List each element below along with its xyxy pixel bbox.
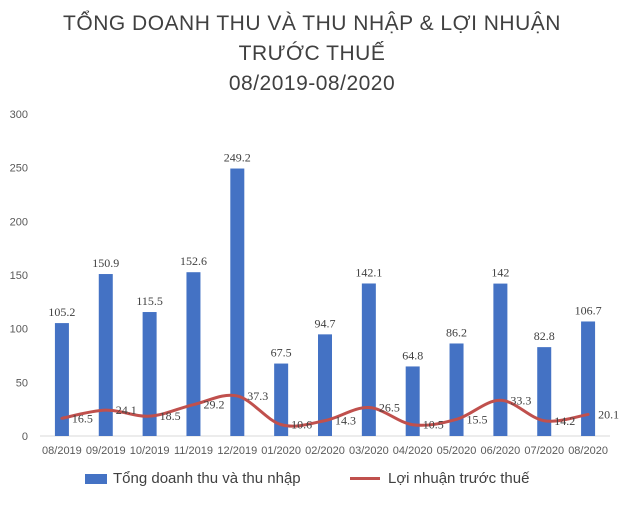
x-tick-label: 04/2020 <box>393 445 433 457</box>
y-tick-label: 200 <box>10 216 28 228</box>
profit-line <box>60 393 590 428</box>
x-tick-label: 02/2020 <box>305 445 345 457</box>
legend-label-revenue: Tổng doanh thu và thu nhập <box>113 470 301 487</box>
x-tick-label: 11/2019 <box>174 445 213 457</box>
bar <box>493 283 508 436</box>
legend-swatch-revenue <box>85 473 107 484</box>
line-data-label: 20.1 <box>598 407 619 421</box>
y-tick-label: 150 <box>10 270 28 282</box>
chart-legend: Tổng doanh thu và thu nhập Lợi nhuận trư… <box>0 470 624 494</box>
bar <box>54 323 69 436</box>
bar <box>405 366 420 436</box>
chart-title-line-1: TỔNG DOANH THU VÀ THU NHẬP & LỢI NHUẬN <box>63 12 561 35</box>
y-tick-label: 50 <box>16 377 28 389</box>
line-data-label: 24.1 <box>116 403 137 417</box>
bar-data-label: 142.1 <box>355 265 382 279</box>
bar-data-label: 94.7 <box>315 316 336 330</box>
x-tick-label: 05/2020 <box>437 445 477 457</box>
bar-data-label: 86.2 <box>446 325 467 339</box>
legend-item-revenue: Tổng doanh thu và thu nhập <box>85 470 301 487</box>
x-tick-label: 07/2020 <box>524 445 564 457</box>
bar-data-label: 249.2 <box>224 151 251 165</box>
legend-label-profit: Lợi nhuận trước thuế <box>388 470 530 487</box>
bar-data-label: 105.2 <box>48 305 75 319</box>
line-data-label: 26.5 <box>379 401 400 415</box>
bar <box>581 321 596 436</box>
legend-swatch-profit <box>350 477 380 480</box>
bar-data-label: 82.8 <box>534 329 555 343</box>
line-data-label: 29.2 <box>203 398 224 412</box>
bar <box>98 274 113 436</box>
x-tick-label: 12/2019 <box>217 445 257 457</box>
line-data-label: 33.3 <box>510 393 531 407</box>
y-tick-label: 100 <box>10 324 28 336</box>
bar <box>537 347 552 436</box>
x-tick-label: 10/2019 <box>130 445 170 457</box>
bar <box>361 283 376 436</box>
bar-data-label: 64.8 <box>402 348 423 362</box>
line-data-label: 16.5 <box>72 411 93 425</box>
x-tick-label: 09/2019 <box>86 445 126 457</box>
bar-data-label: 115.5 <box>136 294 163 308</box>
y-tick-label: 300 <box>10 109 28 121</box>
x-tick-label: 06/2020 <box>481 445 521 457</box>
x-tick-label: 01/2020 <box>261 445 301 457</box>
x-tick-label: 08/2020 <box>568 445 608 457</box>
bar <box>230 168 245 436</box>
bar <box>449 343 464 436</box>
line-data-label: 37.3 <box>247 389 268 403</box>
bar-data-label: 67.5 <box>271 346 292 360</box>
line-data-label: 10.5 <box>423 418 444 432</box>
y-tick-label: 0 <box>22 431 28 443</box>
bar-data-label: 142 <box>491 266 509 280</box>
bar <box>318 334 332 436</box>
chart-title-line-3: 08/2019-08/2020 <box>228 72 396 95</box>
line-data-label: 14.2 <box>554 414 575 428</box>
bar-data-label: 150.9 <box>92 256 119 270</box>
line-data-label: 15.5 <box>467 412 488 426</box>
chart-title-line-2: TRƯỚC THUẾ <box>238 42 386 65</box>
line-data-label: 10.6 <box>291 418 312 432</box>
line-data-label: 18.5 <box>160 409 181 423</box>
x-tick-label: 08/2019 <box>42 445 82 457</box>
x-tick-label: 03/2020 <box>349 445 389 457</box>
bar <box>274 363 289 436</box>
legend-item-profit: Lợi nhuận trước thuế <box>350 470 529 487</box>
bar <box>186 272 201 436</box>
y-tick-label: 250 <box>10 163 28 175</box>
bar <box>142 312 157 436</box>
bar-data-label: 106.7 <box>575 303 602 317</box>
line-data-label: 14.3 <box>335 414 356 428</box>
bar-data-label: 152.6 <box>180 254 207 268</box>
